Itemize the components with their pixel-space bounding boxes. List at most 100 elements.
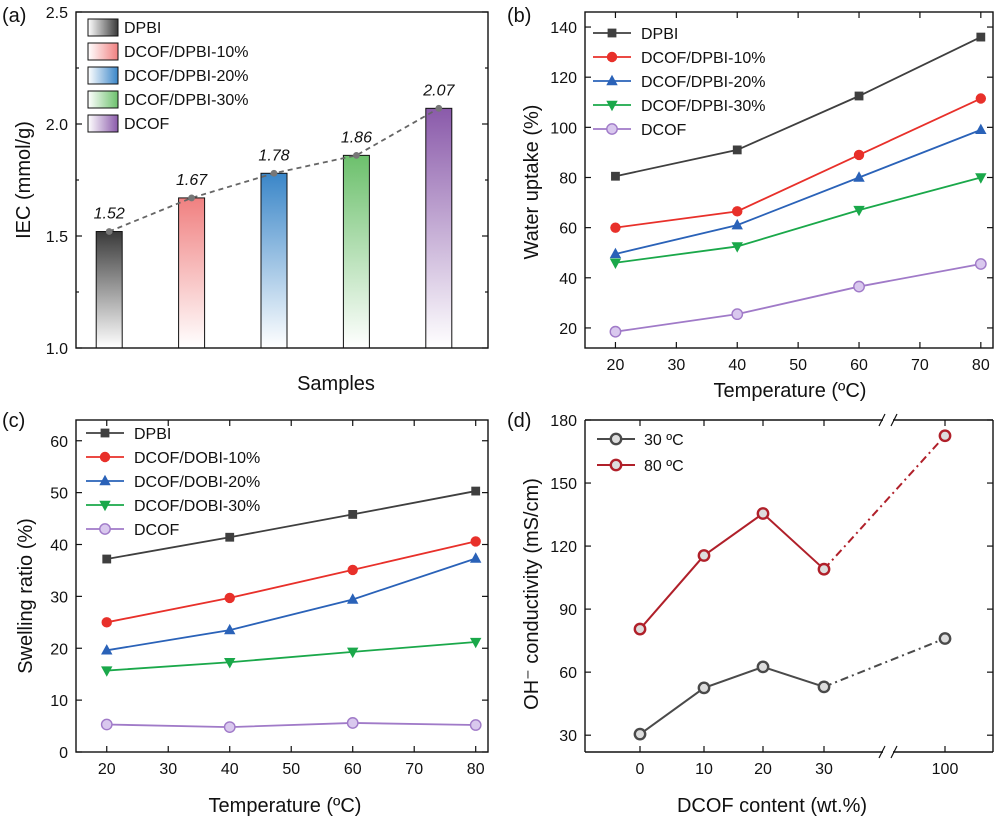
panel-a-bars: 1.52 1.67 1.78 1.86 2.07 (94, 82, 455, 349)
legend-marker (99, 523, 111, 535)
legend-label: DCOF/DOBI-20% (134, 474, 260, 491)
y-tick-label: 100 (550, 120, 577, 137)
data-point (348, 510, 358, 519)
legend-marker (100, 428, 110, 438)
legend-swatch-DPBI (87, 18, 119, 37)
legend-label: DCOF/DPBI-30% (124, 92, 248, 109)
y-tick-label: 60 (559, 665, 577, 682)
x-tick-label: 60 (850, 357, 868, 374)
y-tick-label: 80 (559, 170, 577, 187)
data-point (224, 592, 235, 604)
data-point (471, 486, 481, 496)
series-dashdot-80 ºC (823, 435, 946, 570)
data-point (975, 173, 987, 184)
x-tick-label: 80 (972, 357, 990, 374)
data-point (975, 93, 987, 104)
x-tick-label: 70 (405, 761, 423, 778)
legend-swatch-DCOF/DPBI-10% (87, 42, 119, 61)
legend-label: 30 ºC (644, 432, 684, 449)
legend-marker (99, 500, 111, 512)
data-label: 1.52 (94, 206, 125, 223)
series-line-DPBI (106, 490, 476, 560)
y-tick-label: 0 (59, 745, 68, 762)
y-tick-label: 40 (50, 538, 68, 555)
legend-marker (607, 28, 617, 38)
legend-marker (606, 123, 618, 135)
data-point (470, 536, 481, 547)
data-point (975, 123, 987, 135)
series-line-DCOF (106, 722, 476, 729)
data-point (100, 718, 113, 731)
x-tick-label: 50 (789, 357, 807, 374)
x-tick-label: 50 (282, 761, 300, 778)
y-tick-label: 20 (559, 321, 577, 338)
y-tick-label: 10 (50, 693, 68, 710)
data-point (938, 429, 952, 443)
data-point (974, 258, 987, 270)
legend-marker (99, 451, 111, 463)
x-tick-label: 10 (695, 761, 713, 778)
panel-b-label: (b) (507, 5, 531, 27)
data-point (853, 171, 865, 182)
legend-marker (606, 74, 618, 86)
data-point (633, 622, 647, 636)
data-point (609, 325, 622, 338)
panel-c-label: (c) (2, 410, 25, 432)
legend-swatch-DCOF/DPBI-30% (87, 90, 119, 109)
x-tick-label: 0 (636, 761, 645, 778)
legend-label: DCOF/DPBI-20% (124, 68, 248, 85)
series-line-DCOF/DPBI-10% (615, 97, 982, 229)
x-tick-label: 20 (754, 761, 772, 778)
series-dashdot-30 ºC (823, 637, 946, 688)
panel-c: (c) 20 30 40 50 60 70 80 0 10 20 30 40 50 60 DPBI DCOF/… (2, 410, 489, 817)
panel-d-xlabel: DCOF content (wt.%) (677, 795, 867, 817)
trend-point (435, 104, 443, 112)
y-tick-label: 30 (50, 589, 68, 606)
data-point (611, 171, 620, 181)
data-point (609, 258, 622, 269)
data-point (610, 222, 621, 233)
legend-swatch-DCOF (87, 114, 119, 133)
legend-marker (609, 458, 623, 472)
legend-label: DPBI (134, 426, 171, 443)
panel-b-xlabel: Temperature (ºC) (714, 380, 867, 402)
panel-a-ylabel: IEC (mmol/g) (13, 121, 35, 239)
trend-point (188, 194, 196, 202)
x-tick-label: 70 (911, 357, 929, 374)
legend-marker (609, 432, 623, 446)
x-tick-label: 30 (159, 761, 177, 778)
data-point (853, 280, 865, 293)
legend-label: DCOF/DPBI-10% (124, 44, 248, 61)
x-tick-label: 30 (815, 761, 833, 778)
data-point (609, 247, 622, 259)
series-line-DCOF/DPBI-20% (615, 129, 982, 255)
plot-frame (75, 419, 489, 753)
panel-b-ylabel: Water uptake (%) (521, 105, 543, 260)
trend-point (270, 169, 278, 177)
panel-d-label: (d) (507, 410, 531, 432)
panel-a-axes: 1.0 1.5 2.0 2.5 (46, 5, 489, 358)
data-label: 1.67 (176, 172, 208, 189)
panel-c-plot: 20 30 40 50 60 70 80 0 10 20 30 40 50 60 DPBI DCOF/DOBI… (50, 419, 489, 778)
legend-label: DCOF/DPBI-30% (641, 98, 765, 115)
series-line-DCOF/DOBI-20% (106, 557, 476, 652)
series-line-DCOF/DOBI-10% (106, 540, 476, 624)
y-tick-label: 2.0 (46, 117, 68, 134)
data-point (817, 680, 831, 694)
data-point (976, 32, 986, 42)
data-point (731, 242, 743, 253)
x-tick-label: 20 (98, 761, 116, 778)
data-label: 1.78 (258, 147, 289, 164)
data-point (756, 507, 770, 520)
data-point (731, 218, 743, 230)
y-tick-label: 30 (559, 728, 577, 745)
axis-break-mark (878, 413, 886, 427)
legend-label: DCOF/DOBI-10% (134, 450, 260, 467)
axis-break-mark (890, 745, 898, 759)
y-tick-label: 1.5 (46, 229, 68, 246)
x-tick-label: 100 (932, 761, 959, 778)
y-tick-label: 1.0 (46, 341, 68, 358)
data-point (225, 532, 235, 542)
bar-DCOF/DPBI-10% (178, 197, 206, 349)
